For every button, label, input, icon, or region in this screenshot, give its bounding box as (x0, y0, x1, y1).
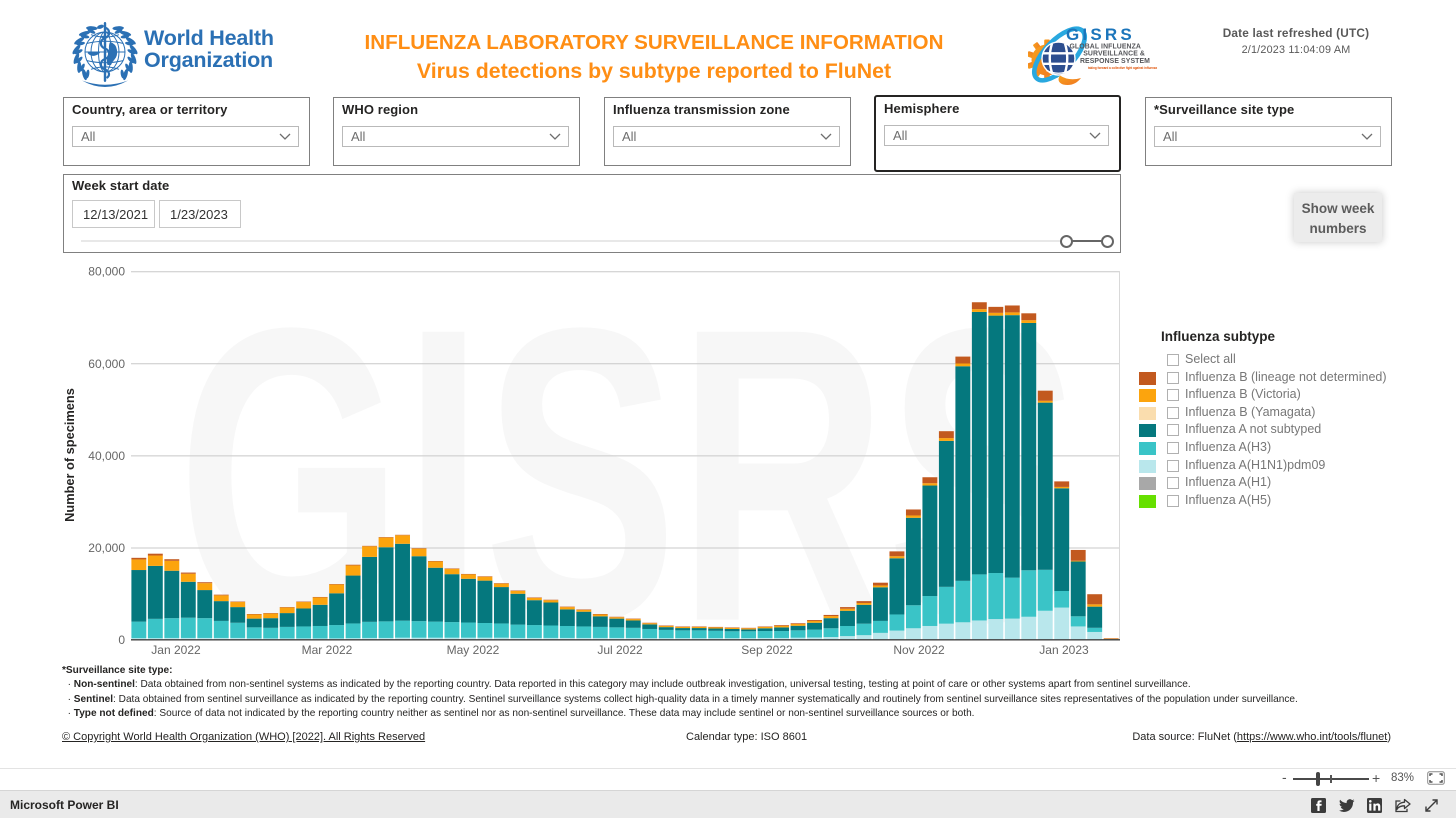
svg-text:0: 0 (118, 633, 125, 647)
svg-text:Mar 2022: Mar 2022 (302, 643, 353, 657)
svg-text:80,000: 80,000 (88, 265, 125, 279)
svg-text:Sep 2022: Sep 2022 (741, 643, 793, 657)
svg-text:Number of specimens: Number of specimens (62, 388, 77, 522)
svg-text:40,000: 40,000 (88, 449, 125, 463)
svg-text:GISRS: GISRS (1066, 25, 1135, 44)
svg-text:taking forward a collective fi: taking forward a collective fight agains… (1088, 66, 1157, 70)
svg-text:May 2022: May 2022 (447, 643, 500, 657)
svg-text:60,000: 60,000 (88, 357, 125, 371)
svg-text:RESPONSE SYSTEM: RESPONSE SYSTEM (1080, 58, 1150, 65)
svg-text:Jan 2022: Jan 2022 (151, 643, 201, 657)
svg-text:Jul 2022: Jul 2022 (597, 643, 643, 657)
svg-text:SURVEILLANCE &: SURVEILLANCE & (1083, 51, 1145, 58)
svg-text:Nov 2022: Nov 2022 (893, 643, 945, 657)
svg-text:GLOBAL INFLUENZA: GLOBAL INFLUENZA (1069, 43, 1141, 50)
svg-text:20,000: 20,000 (88, 541, 125, 555)
svg-text:Jan 2023: Jan 2023 (1039, 643, 1089, 657)
